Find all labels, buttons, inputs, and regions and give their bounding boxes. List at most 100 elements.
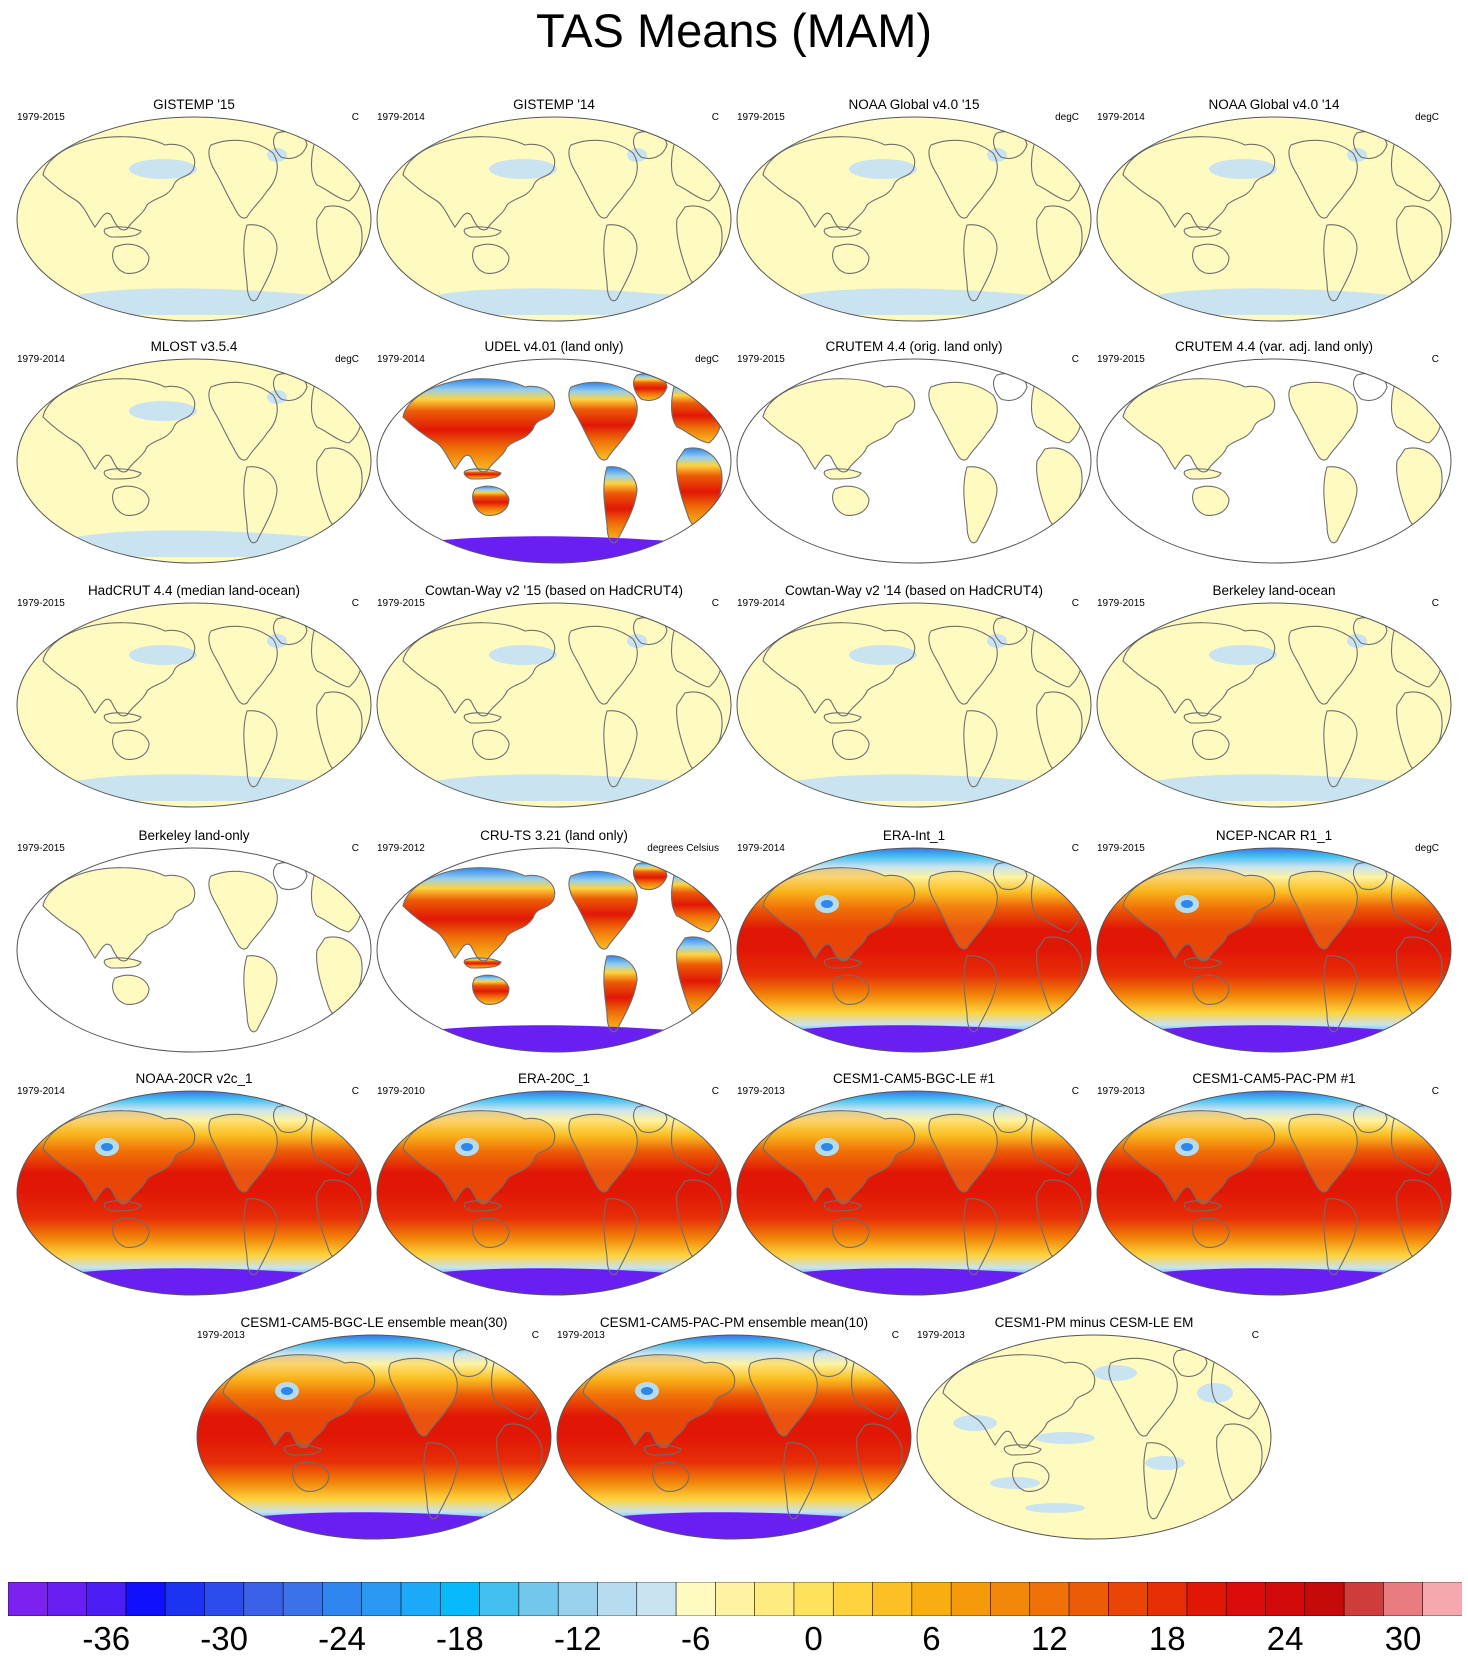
panel-title: HadCRUT 4.4 (median land-ocean) <box>87 583 301 598</box>
colorbar-tick-label: 0 <box>804 1620 823 1657</box>
panel-years: 1979-2015 <box>377 598 425 609</box>
panel-units: C <box>1071 598 1079 609</box>
colorbar <box>8 1582 1462 1616</box>
map-globe <box>376 847 732 1053</box>
map-panel: Cowtan-Way v2 '15 (based on HadCRUT4) 197… <box>375 583 733 808</box>
colorbar-swatch <box>86 1582 127 1616</box>
map-globe <box>1096 358 1452 564</box>
map-panel: CRUTEM 4.4 (orig. land only) 1979-2015 C <box>735 339 1093 564</box>
map-panel: CESM1-CAM5-BGC-LE ensemble mean(30) 1979-… <box>195 1315 553 1540</box>
colorbar-tick-label: 12 <box>1031 1620 1068 1657</box>
panel-title: CRUTEM 4.4 (orig. land only) <box>825 339 1003 354</box>
panel-title: Cowtan-Way v2 '15 (based on HadCRUT4) <box>425 583 683 598</box>
colorbar-tick-label: -36 <box>82 1620 131 1657</box>
panel-title: GISTEMP '15 <box>153 97 235 112</box>
panel-units: degC <box>1415 112 1439 123</box>
map-globe <box>16 1090 372 1296</box>
panel-years: 1979-2014 <box>1097 112 1145 123</box>
panel-years: 1979-2014 <box>737 598 785 609</box>
colorbar-swatch <box>439 1582 481 1616</box>
colorbar-tick-label: -24 <box>318 1620 366 1657</box>
colorbar-swatch <box>1343 1582 1385 1616</box>
colorbar-tick-label: 24 <box>1266 1620 1304 1657</box>
map-panel: CESM1-PM minus CESM-LE EM 1979-2013 C <box>915 1315 1273 1540</box>
map-panel: ERA-20C_1 1979-2010 C <box>375 1071 733 1296</box>
colorbar-swatch <box>1422 1582 1462 1616</box>
colorbar-swatch <box>597 1582 638 1616</box>
map-panel: ERA-Int_1 1979-2014 C <box>735 828 1093 1053</box>
map-globe <box>1096 602 1452 808</box>
panel-title: CESM1-CAM5-PAC-PM #1 <box>1192 1071 1356 1086</box>
panel-units: degC <box>695 354 719 365</box>
map-panel: Cowtan-Way v2 '14 (based on HadCRUT4) 197… <box>735 583 1093 808</box>
panel-years: 1979-2013 <box>737 1086 785 1097</box>
map-globe <box>736 602 1092 808</box>
panel-title: CESM1-CAM5-BGC-LE #1 <box>832 1071 996 1086</box>
map-panel: CRUTEM 4.4 (var. adj. land only) 1979-201… <box>1095 339 1453 564</box>
colorbar-swatch <box>675 1582 717 1616</box>
colorbar-swatch <box>793 1582 835 1616</box>
colorbar-swatch <box>832 1582 874 1616</box>
panel-years: 1979-2015 <box>1097 354 1145 365</box>
map-globe <box>736 116 1092 322</box>
colorbar-tick-label: 30 <box>1384 1620 1422 1657</box>
panel-title: Berkeley land-ocean <box>1212 583 1336 598</box>
map-globe <box>1096 847 1452 1053</box>
colorbar-swatch <box>1186 1582 1228 1616</box>
panel-years: 1979-2012 <box>377 843 425 854</box>
map-globe <box>376 1090 732 1296</box>
panel-units: degC <box>1415 843 1439 854</box>
panel-units: C <box>711 1086 719 1097</box>
panel-title: GISTEMP '14 <box>513 97 595 112</box>
panel-title: CESM1-CAM5-BGC-LE ensemble mean(30) <box>240 1315 508 1330</box>
colorbar-tick-label: 6 <box>922 1620 941 1657</box>
map-panel: NOAA-20CR v2c_1 1979-2014 C <box>15 1071 373 1296</box>
panel-units: C <box>1431 1086 1439 1097</box>
colorbar-swatch <box>204 1582 245 1616</box>
map-globe <box>16 116 372 322</box>
colorbar-swatch <box>46 1582 88 1616</box>
panel-years: 1979-2015 <box>737 112 785 123</box>
panel-title: UDEL v4.01 (land only) <box>484 339 624 354</box>
panel-units: C <box>351 598 359 609</box>
map-globe <box>556 1334 912 1540</box>
colorbar-swatch <box>8 1582 49 1616</box>
panel-title: CRUTEM 4.4 (var. adj. land only) <box>1174 339 1374 354</box>
colorbar-swatch <box>361 1582 402 1616</box>
map-panel: CRU-TS 3.21 (land only) 1979-2012 degrees … <box>375 828 733 1053</box>
panel-title: ERA-Int_1 <box>882 828 946 843</box>
panel-years: 1979-2014 <box>737 843 785 854</box>
map-globe <box>916 1334 1272 1540</box>
panel-years: 1979-2014 <box>377 354 425 365</box>
map-panel: MLOST v3.5.4 1979-2014 degC <box>15 339 373 564</box>
colorbar-swatch <box>1265 1582 1306 1616</box>
panel-units: C <box>351 843 359 854</box>
panel-units: C <box>1071 843 1079 854</box>
panel-units: C <box>891 1330 899 1341</box>
map-panel: Berkeley land-only 1979-2015 C <box>15 828 373 1053</box>
map-panel: CESM1-CAM5-BGC-LE #1 1979-2013 C <box>735 1071 1093 1296</box>
colorbar-swatch <box>1068 1582 1110 1616</box>
colorbar-swatch <box>557 1582 599 1616</box>
colorbar-swatch <box>1225 1582 1267 1616</box>
panel-years: 1979-2013 <box>197 1330 245 1341</box>
panel-title: NOAA-20CR v2c_1 <box>135 1071 253 1086</box>
panel-units: C <box>1251 1330 1259 1341</box>
map-globe <box>376 116 732 322</box>
panel-title: CESM1-CAM5-PAC-PM ensemble mean(10) <box>599 1315 869 1330</box>
map-globe <box>736 358 1092 564</box>
colorbar-labels: -36-30-24-18-12-6061218243036 <box>8 1620 1462 1660</box>
colorbar-swatch <box>400 1582 442 1616</box>
panel-units: C <box>1431 598 1439 609</box>
colorbar-swatch <box>636 1582 677 1616</box>
colorbar-tick-label: -6 <box>681 1620 711 1657</box>
colorbar-swatch <box>322 1582 363 1616</box>
map-panel: CESM1-CAM5-PAC-PM ensemble mean(10) 1979-… <box>555 1315 913 1540</box>
colorbar-swatch <box>950 1582 992 1616</box>
panel-years: 1979-2010 <box>377 1086 425 1097</box>
map-globe <box>16 602 372 808</box>
map-globe <box>736 847 1092 1053</box>
panel-years: 1979-2015 <box>17 112 65 123</box>
map-globe <box>1096 116 1452 322</box>
panel-units: C <box>711 598 719 609</box>
